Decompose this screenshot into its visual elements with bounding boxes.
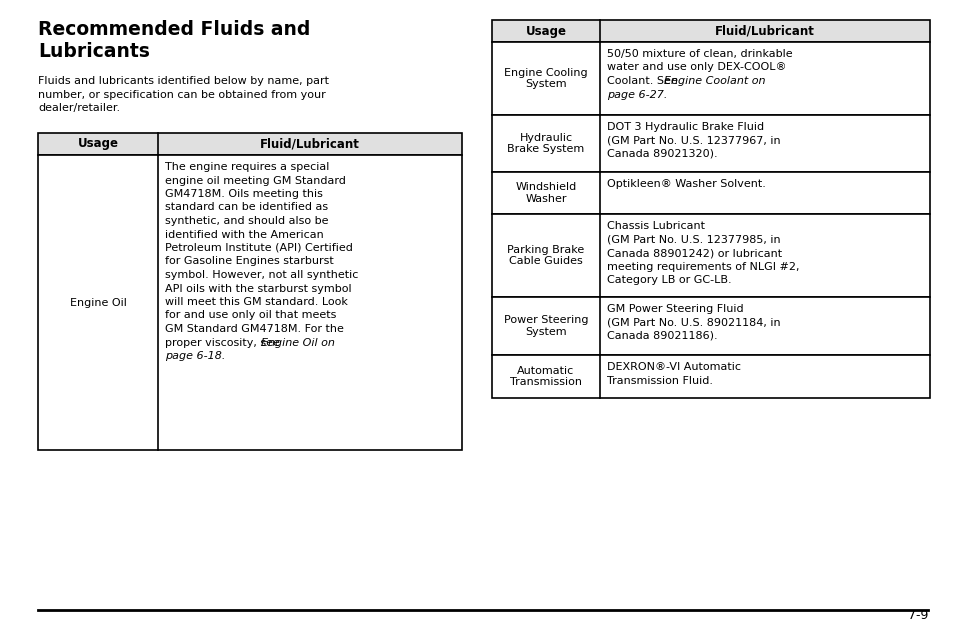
Text: Recommended Fluids and: Recommended Fluids and bbox=[38, 20, 310, 39]
Bar bbox=[492, 355, 929, 398]
Text: Canada 88901242) or lubricant: Canada 88901242) or lubricant bbox=[606, 248, 781, 258]
Text: meeting requirements of NLGI #2,: meeting requirements of NLGI #2, bbox=[606, 262, 799, 272]
Bar bbox=[38, 133, 461, 155]
Text: GM Power Steering Fluid: GM Power Steering Fluid bbox=[606, 304, 742, 314]
Text: for Gasoline Engines starburst: for Gasoline Engines starburst bbox=[165, 256, 334, 267]
Text: 7-9: 7-9 bbox=[906, 609, 927, 622]
Text: Engine Cooling
System: Engine Cooling System bbox=[503, 68, 587, 89]
Bar bbox=[492, 115, 929, 172]
Bar bbox=[492, 297, 929, 355]
Text: synthetic, and should also be: synthetic, and should also be bbox=[165, 216, 328, 226]
Text: Hydraulic
Brake System: Hydraulic Brake System bbox=[507, 133, 584, 154]
Text: Usage: Usage bbox=[525, 24, 566, 38]
Text: Usage: Usage bbox=[77, 138, 118, 151]
Text: Coolant. See: Coolant. See bbox=[606, 76, 680, 86]
Bar bbox=[492, 172, 929, 214]
Text: for and use only oil that meets: for and use only oil that meets bbox=[165, 311, 336, 320]
Text: Canada 89021186).: Canada 89021186). bbox=[606, 331, 717, 341]
Bar bbox=[492, 20, 929, 42]
Text: symbol. However, not all synthetic: symbol. However, not all synthetic bbox=[165, 270, 358, 280]
Text: Engine Coolant on: Engine Coolant on bbox=[663, 76, 764, 86]
Text: dealer/retailer.: dealer/retailer. bbox=[38, 103, 120, 113]
Text: (GM Part No. U.S. 89021184, in: (GM Part No. U.S. 89021184, in bbox=[606, 318, 780, 327]
Text: page 6-18.: page 6-18. bbox=[165, 351, 225, 361]
Bar bbox=[492, 42, 929, 115]
Text: 50/50 mixture of clean, drinkable: 50/50 mixture of clean, drinkable bbox=[606, 49, 792, 59]
Text: water and use only DEX-COOL®: water and use only DEX-COOL® bbox=[606, 63, 785, 73]
Text: Engine Oil on: Engine Oil on bbox=[260, 338, 335, 348]
Text: Category LB or GC-LB.: Category LB or GC-LB. bbox=[606, 275, 731, 285]
Text: Parking Brake
Cable Guides: Parking Brake Cable Guides bbox=[507, 245, 584, 266]
Text: Canada 89021320).: Canada 89021320). bbox=[606, 149, 717, 159]
Text: Engine Oil: Engine Oil bbox=[70, 297, 127, 308]
Bar bbox=[38, 155, 461, 450]
Text: identified with the American: identified with the American bbox=[165, 230, 323, 239]
Text: will meet this GM standard. Look: will meet this GM standard. Look bbox=[165, 297, 348, 307]
Text: GM Standard GM4718M. For the: GM Standard GM4718M. For the bbox=[165, 324, 343, 334]
Text: page 6-27.: page 6-27. bbox=[606, 89, 667, 100]
Text: Petroleum Institute (API) Certified: Petroleum Institute (API) Certified bbox=[165, 243, 353, 253]
Text: Power Steering
System: Power Steering System bbox=[503, 315, 588, 337]
Text: (GM Part No. U.S. 12377985, in: (GM Part No. U.S. 12377985, in bbox=[606, 235, 780, 244]
Text: Fluid/Lubricant: Fluid/Lubricant bbox=[260, 138, 359, 151]
Text: DOT 3 Hydraulic Brake Fluid: DOT 3 Hydraulic Brake Fluid bbox=[606, 122, 763, 132]
Bar bbox=[492, 214, 929, 297]
Text: (GM Part No. U.S. 12377967, in: (GM Part No. U.S. 12377967, in bbox=[606, 135, 780, 145]
Text: Optikleen® Washer Solvent.: Optikleen® Washer Solvent. bbox=[606, 179, 765, 189]
Text: Windshield
Washer: Windshield Washer bbox=[515, 182, 576, 204]
Text: number, or specification can be obtained from your: number, or specification can be obtained… bbox=[38, 89, 325, 100]
Text: GM4718M. Oils meeting this: GM4718M. Oils meeting this bbox=[165, 189, 322, 199]
Text: engine oil meeting GM Standard: engine oil meeting GM Standard bbox=[165, 175, 346, 186]
Text: standard can be identified as: standard can be identified as bbox=[165, 202, 328, 212]
Text: The engine requires a special: The engine requires a special bbox=[165, 162, 329, 172]
Text: Fluids and lubricants identified below by name, part: Fluids and lubricants identified below b… bbox=[38, 76, 329, 86]
Text: DEXRON®-VI Automatic: DEXRON®-VI Automatic bbox=[606, 362, 740, 372]
Text: proper viscosity, see: proper viscosity, see bbox=[165, 338, 283, 348]
Text: Automatic
Transmission: Automatic Transmission bbox=[510, 366, 581, 387]
Text: API oils with the starburst symbol: API oils with the starburst symbol bbox=[165, 283, 352, 293]
Text: Lubricants: Lubricants bbox=[38, 42, 150, 61]
Text: Chassis Lubricant: Chassis Lubricant bbox=[606, 221, 704, 231]
Text: Fluid/Lubricant: Fluid/Lubricant bbox=[715, 24, 814, 38]
Text: Transmission Fluid.: Transmission Fluid. bbox=[606, 376, 712, 385]
